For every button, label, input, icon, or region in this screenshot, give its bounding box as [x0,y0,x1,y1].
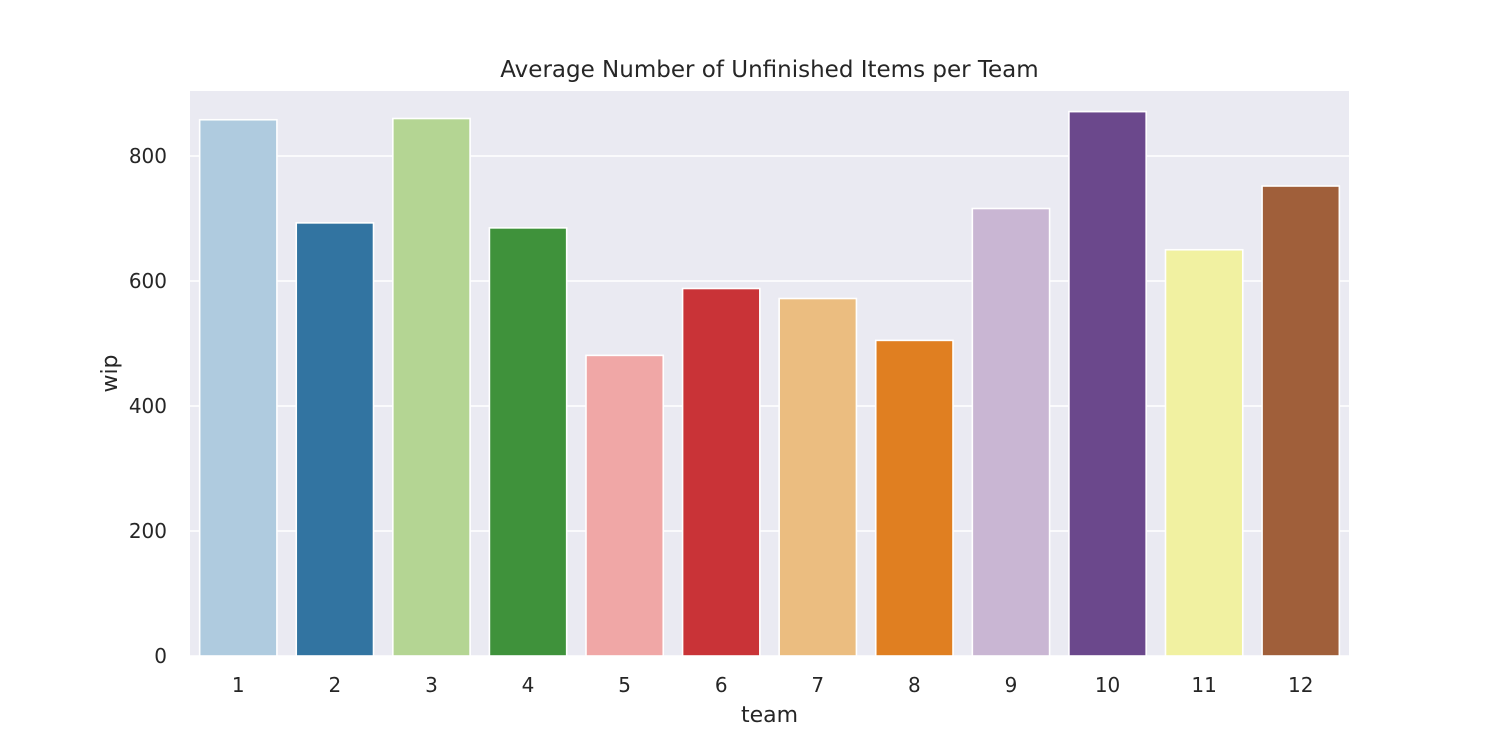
x-tick-label: 1 [232,673,245,697]
plot-area [190,91,1349,656]
bar-team-6 [681,287,761,657]
y-axis-label: wip [98,354,123,392]
x-tick-label: 2 [329,673,342,697]
bar-team-8 [874,339,954,657]
y-tick-label: 0 [154,644,167,668]
bars [198,110,1341,657]
bar-team-10 [1068,110,1147,657]
bar-team-4 [488,227,568,657]
chart-title: Average Number of Unfinished Items per T… [500,57,1038,83]
x-tick-label: 4 [522,673,535,697]
x-tick-label: 7 [811,673,824,697]
x-axis-ticks: 1 2 3 4 5 6 7 8 9 10 11 12 [232,673,1314,697]
x-tick-label: 11 [1191,673,1216,697]
x-tick-label: 3 [425,673,438,697]
x-tick-label: 9 [1005,673,1018,697]
x-axis-label: team [741,703,798,728]
bar-team-9 [971,207,1051,657]
x-tick-label: 5 [618,673,631,697]
y-tick-label: 600 [129,269,167,293]
x-tick-label: 10 [1095,673,1120,697]
bar-team-11 [1164,248,1244,657]
y-axis-ticks: 0 200 400 600 800 [129,144,167,668]
bar-team-5 [585,354,665,657]
bar-team-1 [198,118,278,657]
x-tick-label: 8 [908,673,921,697]
x-tick-label: 12 [1288,673,1313,697]
bar-team-2 [295,222,375,657]
x-tick-label: 6 [715,673,728,697]
bar-team-12 [1261,185,1341,657]
gridlines [190,155,1349,657]
bar-team-3 [392,117,471,657]
y-tick-label: 800 [129,144,167,168]
y-tick-label: 400 [129,394,167,418]
y-tick-label: 200 [129,519,167,543]
bar-team-7 [778,297,858,657]
